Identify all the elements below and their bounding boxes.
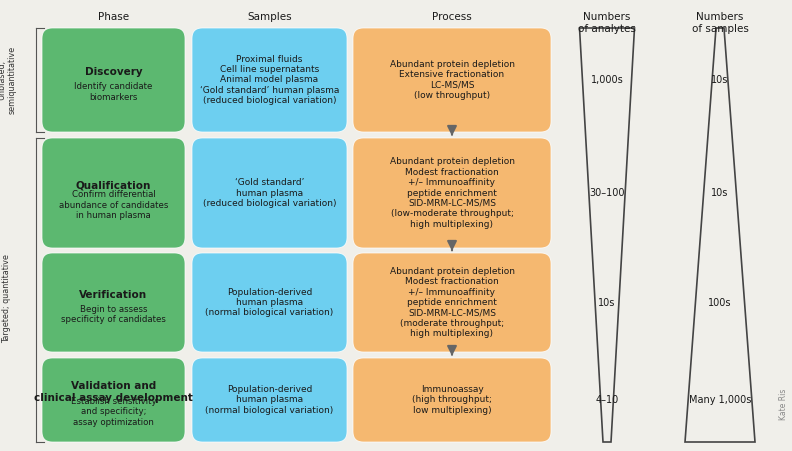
Text: 4–10: 4–10	[596, 395, 619, 405]
Text: Process: Process	[432, 12, 472, 22]
Text: Many 1,000s: Many 1,000s	[689, 395, 751, 405]
Text: Samples: Samples	[247, 12, 291, 22]
Text: Immunoassay
(high throughput;
low multiplexing): Immunoassay (high throughput; low multip…	[412, 385, 492, 415]
FancyBboxPatch shape	[353, 28, 551, 132]
Text: Qualification: Qualification	[76, 180, 151, 190]
Text: ‘Gold standard’
human plasma
(reduced biological variation): ‘Gold standard’ human plasma (reduced bi…	[203, 178, 337, 208]
Text: 30–100: 30–100	[589, 188, 625, 198]
Text: Numbers
of analytes: Numbers of analytes	[578, 12, 636, 34]
Text: Establish sensitivity
and specificity;
assay optimization: Establish sensitivity and specificity; a…	[70, 397, 156, 427]
FancyBboxPatch shape	[42, 28, 185, 132]
Text: Numbers
of samples: Numbers of samples	[691, 12, 748, 34]
FancyBboxPatch shape	[353, 253, 551, 352]
Text: Discovery: Discovery	[85, 67, 143, 77]
Text: 10s: 10s	[711, 188, 729, 198]
Text: Validation and
clinical assay development: Validation and clinical assay developmen…	[34, 381, 193, 403]
FancyBboxPatch shape	[192, 358, 347, 442]
Text: 10s: 10s	[711, 75, 729, 85]
Text: 1,000s: 1,000s	[591, 75, 623, 85]
Text: Verification: Verification	[79, 290, 147, 299]
Text: Population-derived
human plasma
(normal biological variation): Population-derived human plasma (normal …	[205, 288, 333, 318]
FancyBboxPatch shape	[192, 28, 347, 132]
FancyBboxPatch shape	[192, 253, 347, 352]
Text: 10s: 10s	[598, 298, 615, 308]
Text: Unbiased;
semiquantitative: Unbiased; semiquantitative	[0, 46, 17, 114]
Text: Kate Ris: Kate Ris	[779, 389, 787, 420]
Text: Population-derived
human plasma
(normal biological variation): Population-derived human plasma (normal …	[205, 385, 333, 415]
Text: Abundant protein depletion
Modest fractionation
+/– Immunoaffinity
peptide enric: Abundant protein depletion Modest fracti…	[390, 267, 515, 338]
FancyBboxPatch shape	[42, 138, 185, 248]
Text: Begin to assess
specificity of candidates: Begin to assess specificity of candidate…	[61, 305, 166, 324]
Text: Identify candidate
biomarkers: Identify candidate biomarkers	[74, 82, 153, 101]
FancyBboxPatch shape	[353, 358, 551, 442]
Text: 100s: 100s	[708, 298, 732, 308]
Text: Abundant protein depletion
Modest fractionation
+/– Immunoaffinity
peptide enric: Abundant protein depletion Modest fracti…	[390, 157, 515, 229]
Text: Proximal fluids
Cell line supernatants
Animal model plasma
‘Gold standard’ human: Proximal fluids Cell line supernatants A…	[200, 55, 339, 105]
FancyBboxPatch shape	[42, 358, 185, 442]
Text: Confirm differential
abundance of candidates
in human plasma: Confirm differential abundance of candid…	[59, 190, 168, 220]
Text: Abundant protein depletion
Extensive fractionation
LC-MS/MS
(low throughput): Abundant protein depletion Extensive fra…	[390, 60, 515, 100]
Text: Targeted; quantitative: Targeted; quantitative	[2, 254, 12, 343]
FancyBboxPatch shape	[353, 138, 551, 248]
Text: Phase: Phase	[98, 12, 129, 22]
FancyBboxPatch shape	[42, 253, 185, 352]
FancyBboxPatch shape	[192, 138, 347, 248]
